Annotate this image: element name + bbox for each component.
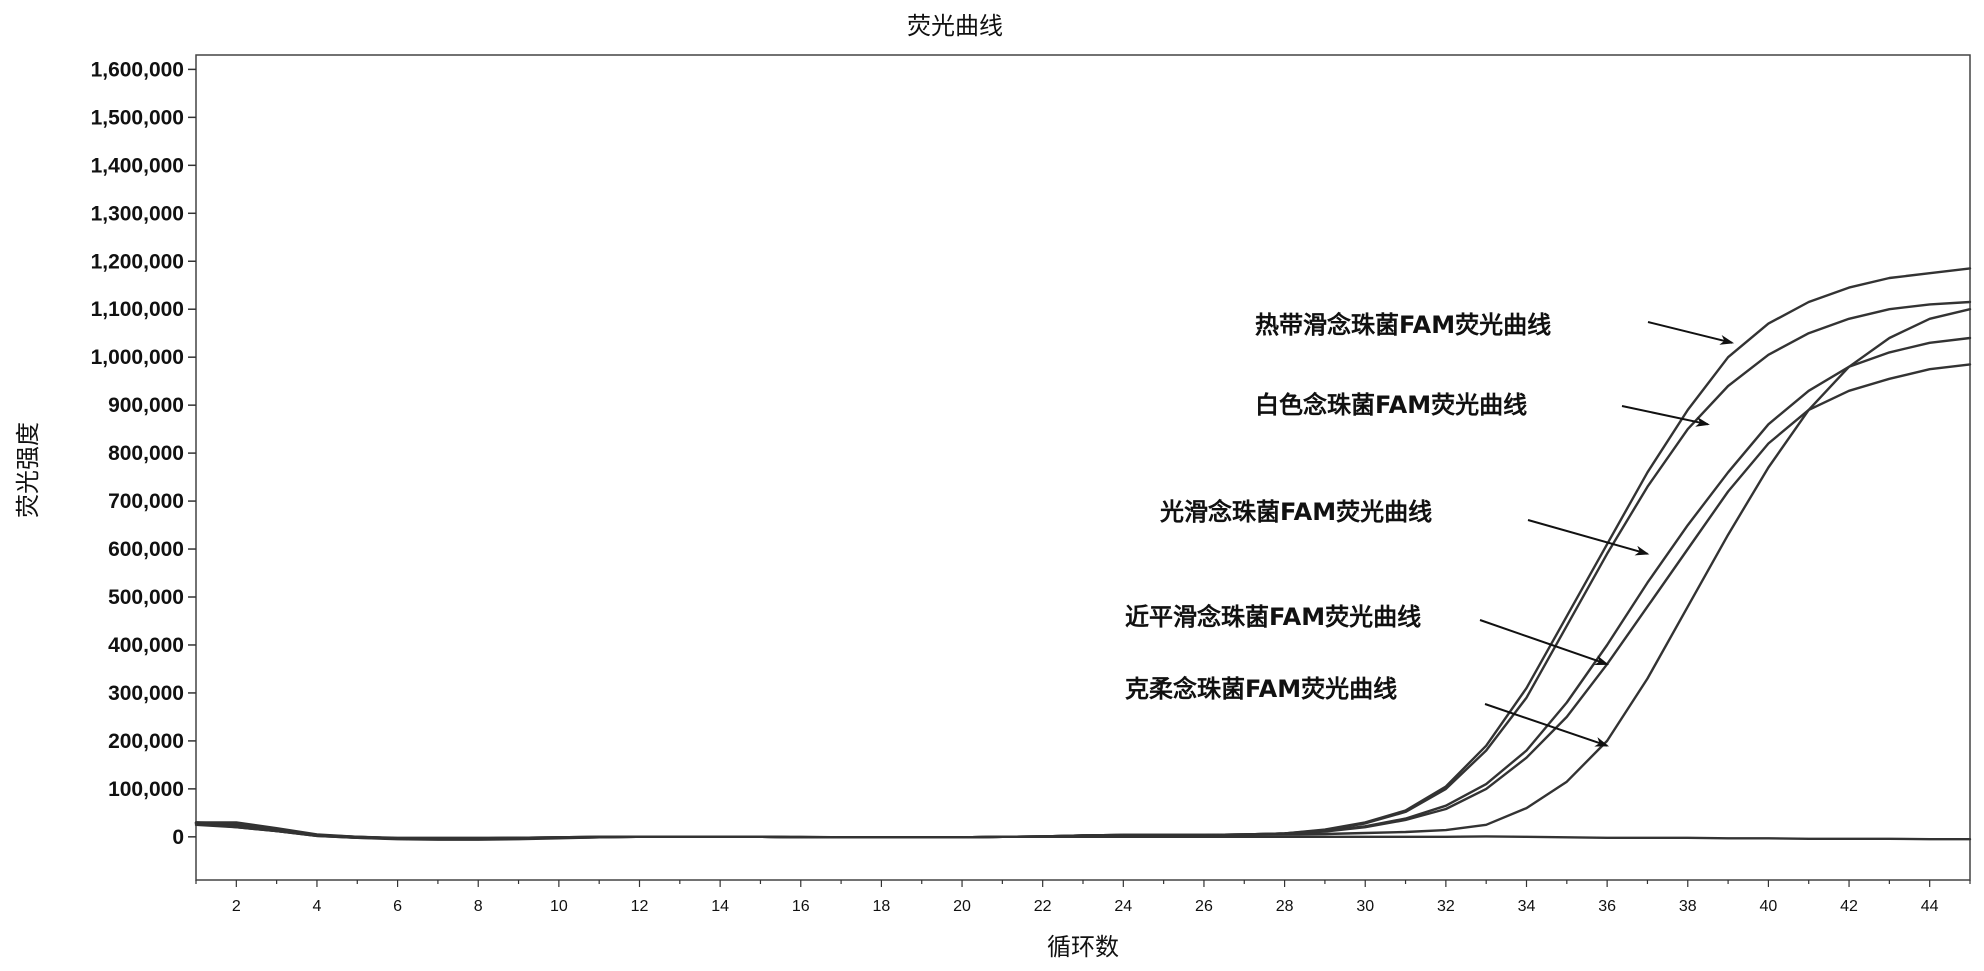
y-tick-label: 900,000 [108,394,184,417]
annotation-label: 光滑念珠菌FAM荧光曲线 [1159,498,1432,526]
y-axis: 0 100,000 200,000 300,000 400,000 500,000 600,… [91,58,196,848]
series-line-4 [196,364,1970,838]
x-tick-label: 12 [631,898,649,915]
plot-area [196,55,1970,880]
x-tick-label: 44 [1921,898,1939,915]
annotation-arrow [1528,520,1647,554]
y-tick-label: 600,000 [108,538,184,561]
y-tick-label: 300,000 [108,682,184,705]
x-tick-label: 32 [1437,898,1455,915]
x-axis: 2468101214161820222426283032343638404244 [196,880,1970,915]
y-tick-label: 1,400,000 [91,154,184,177]
y-tick-label: 1,200,000 [91,250,184,273]
annotation-arrow [1648,322,1732,343]
x-tick-label: 34 [1518,898,1536,915]
y-tick-label: 0 [172,826,184,849]
y-tick-label: 700,000 [108,490,184,513]
x-tick-label: 10 [550,898,568,915]
annotation-label: 热带滑念珠菌FAM荧光曲线 [1255,311,1551,339]
x-tick-label: 26 [1195,898,1213,915]
y-tick-label: 400,000 [108,634,184,657]
x-tick-label: 14 [711,898,729,915]
x-tick-label: 42 [1840,898,1858,915]
x-tick-label: 30 [1356,898,1374,915]
annotation-layer: 热带滑念珠菌FAM荧光曲线白色念珠菌FAM荧光曲线光滑念珠菌FAM荧光曲线近平滑… [1125,311,1732,746]
y-axis-label: 荧光强度 [14,422,42,518]
annotation-label: 克柔念珠菌FAM荧光曲线 [1125,675,1397,703]
y-tick-label: 800,000 [108,442,184,465]
x-tick-label: 36 [1598,898,1616,915]
x-tick-label: 40 [1760,898,1778,915]
series-line-1 [196,268,1970,838]
chart-title: 荧光曲线 [907,12,1003,40]
y-tick-label: 200,000 [108,730,184,753]
y-tick-label: 500,000 [108,586,184,609]
x-tick-label: 8 [474,898,483,915]
x-tick-label: 18 [873,898,891,915]
y-tick-label: 1,500,000 [91,106,184,129]
x-tick-label: 2 [232,898,241,915]
y-tick-label: 1,000,000 [91,346,184,369]
annotation-label: 白色念珠菌FAM荧光曲线 [1255,391,1527,419]
y-tick-label: 1,300,000 [91,202,184,225]
y-tick-label: 100,000 [108,778,184,801]
y-tick-label: 1,100,000 [91,298,184,321]
series-line-2 [196,302,1970,840]
x-axis-label: 循环数 [1047,933,1119,961]
x-tick-label: 38 [1679,898,1697,915]
x-tick-label: 28 [1276,898,1294,915]
x-tick-label: 6 [393,898,402,915]
y-tick-label: 1,600,000 [91,58,184,81]
x-tick-label: 24 [1114,898,1132,915]
annotation-label: 近平滑念珠菌FAM荧光曲线 [1125,603,1421,631]
x-tick-label: 20 [953,898,971,915]
x-tick-label: 16 [792,898,810,915]
x-tick-label: 4 [313,898,322,915]
x-tick-label: 22 [1034,898,1052,915]
annotation-arrow [1622,406,1708,424]
series-line-6 [196,825,1970,839]
series-layer [196,268,1970,839]
